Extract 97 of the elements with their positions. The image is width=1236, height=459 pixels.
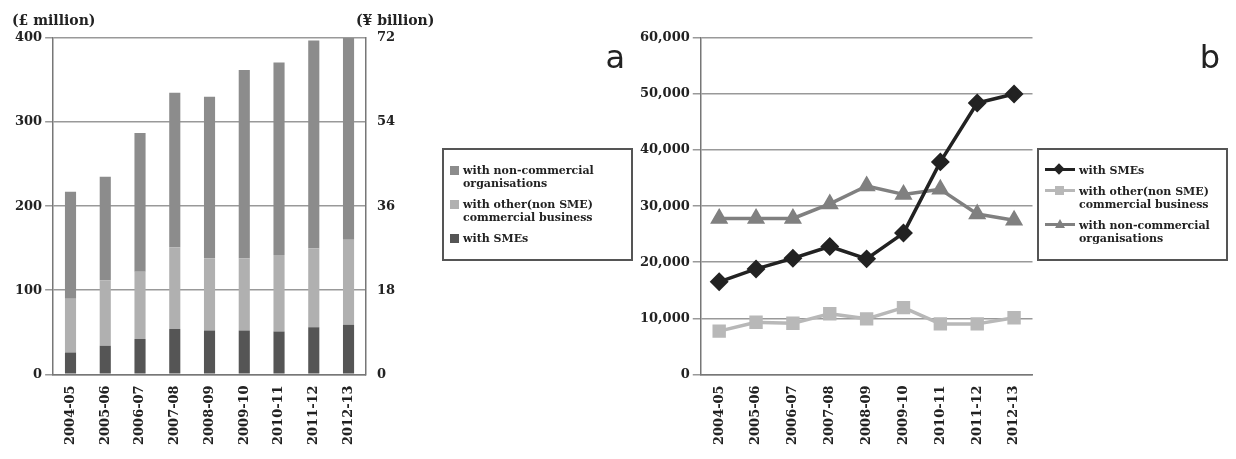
- bar: [203, 96, 216, 259]
- bar: [99, 280, 111, 346]
- text: b: [1199, 38, 1220, 76]
- bar: [99, 176, 111, 281]
- point: [969, 205, 986, 220]
- bar: [342, 38, 355, 240]
- bar: [273, 331, 285, 374]
- bar: [308, 248, 320, 328]
- point: [821, 237, 839, 256]
- x-tick-label: 2008-09: [200, 385, 216, 445]
- y-tick-label: 50,000: [639, 85, 690, 101]
- point: [784, 249, 802, 268]
- point: [931, 153, 950, 171]
- x-tick-label: 2006-07: [784, 385, 800, 445]
- point: [749, 315, 763, 329]
- bar: [99, 345, 111, 374]
- y-tick-label: 20,000: [639, 253, 690, 269]
- bar: [308, 327, 320, 374]
- bar: [342, 239, 355, 325]
- point: [932, 180, 949, 195]
- x-tick-label: 2009-10: [235, 385, 251, 445]
- bar: [169, 247, 181, 329]
- legend-label: with other(non SME) commercial business: [1079, 185, 1210, 211]
- bar: [134, 271, 146, 340]
- y-tick-label: 300: [15, 113, 43, 129]
- y-tick-label: 200: [15, 197, 43, 213]
- bar: [308, 40, 320, 249]
- bar: [273, 254, 285, 332]
- y-tick-label: 0: [33, 365, 43, 381]
- point: [1006, 211, 1022, 226]
- bar: [64, 352, 77, 374]
- bar: [238, 69, 250, 259]
- bar: [64, 298, 77, 353]
- x-tick-label: 2009-10: [894, 385, 910, 445]
- bar: [134, 339, 146, 374]
- x-tick-label: 2006-07: [131, 385, 147, 445]
- x-tick-label: 2010-11: [270, 385, 286, 445]
- y2-tick-label: 0: [376, 365, 386, 381]
- point: [711, 209, 727, 224]
- y2-tick-label: 18: [376, 281, 395, 297]
- y2-tick-label: 54: [376, 113, 395, 129]
- x-tick-label: 2007-08: [821, 385, 837, 445]
- bar: [64, 191, 77, 299]
- bar: [238, 330, 250, 374]
- bar: [203, 258, 216, 331]
- x-tick-label: 2011-12: [968, 385, 984, 445]
- point: [823, 307, 837, 321]
- bar: [238, 258, 250, 331]
- x-tick-label: 2010-11: [931, 385, 947, 445]
- point: [786, 316, 800, 331]
- point: [895, 185, 912, 200]
- y2-axis-title: (¥ billion): [355, 11, 435, 28]
- point: [747, 260, 765, 278]
- bar: [273, 62, 285, 255]
- y2-tick-label: 36: [376, 197, 395, 213]
- y-tick-label: 100: [15, 281, 43, 297]
- point: [933, 317, 948, 331]
- legend-label: with SMEs: [463, 232, 529, 245]
- point: [858, 177, 875, 192]
- point: [712, 324, 726, 338]
- x-tick-label: 2007-08: [166, 385, 182, 445]
- point: [785, 209, 801, 224]
- bar: [169, 328, 181, 374]
- point: [859, 312, 874, 326]
- y-axis-title: (£ million): [12, 11, 96, 28]
- y-tick-label: 10,000: [639, 309, 690, 325]
- y-tick-label: 60,000: [639, 29, 690, 45]
- x-tick-label: 2012-13: [339, 385, 355, 445]
- point: [748, 209, 764, 224]
- x-tick-label: 2012-13: [1005, 385, 1021, 445]
- x-tick-label: 2004-05: [710, 385, 726, 445]
- x-tick-label: 2004-05: [61, 385, 77, 445]
- y2-tick-label: 72: [376, 29, 395, 45]
- y-tick-label: 0: [680, 365, 690, 381]
- text: a: [605, 38, 625, 76]
- point: [821, 195, 838, 210]
- y-tick-label: 30,000: [639, 197, 690, 213]
- legend-label: with non-commercial organisations: [463, 164, 595, 190]
- x-tick-label: 2005-06: [96, 385, 112, 445]
- point: [857, 250, 876, 268]
- x-tick-label: 2008-09: [858, 385, 873, 445]
- point: [710, 273, 728, 291]
- y-tick-label: 400: [15, 29, 43, 45]
- point: [894, 224, 913, 242]
- point: [970, 317, 984, 331]
- bar: [203, 330, 216, 374]
- legend-label: with non-commercial organisations: [1079, 219, 1211, 245]
- point: [896, 300, 911, 315]
- y-tick-label: 40,000: [639, 141, 690, 157]
- point: [1007, 311, 1021, 325]
- legend-label: with other(non SME) commercial business: [463, 198, 594, 224]
- legend-label: with SMEs: [1079, 164, 1145, 177]
- x-tick-label: 2005-06: [747, 385, 763, 445]
- bar: [134, 133, 146, 272]
- bar: [169, 92, 181, 248]
- bar: [342, 324, 355, 374]
- x-tick-label: 2011-12: [305, 385, 321, 445]
